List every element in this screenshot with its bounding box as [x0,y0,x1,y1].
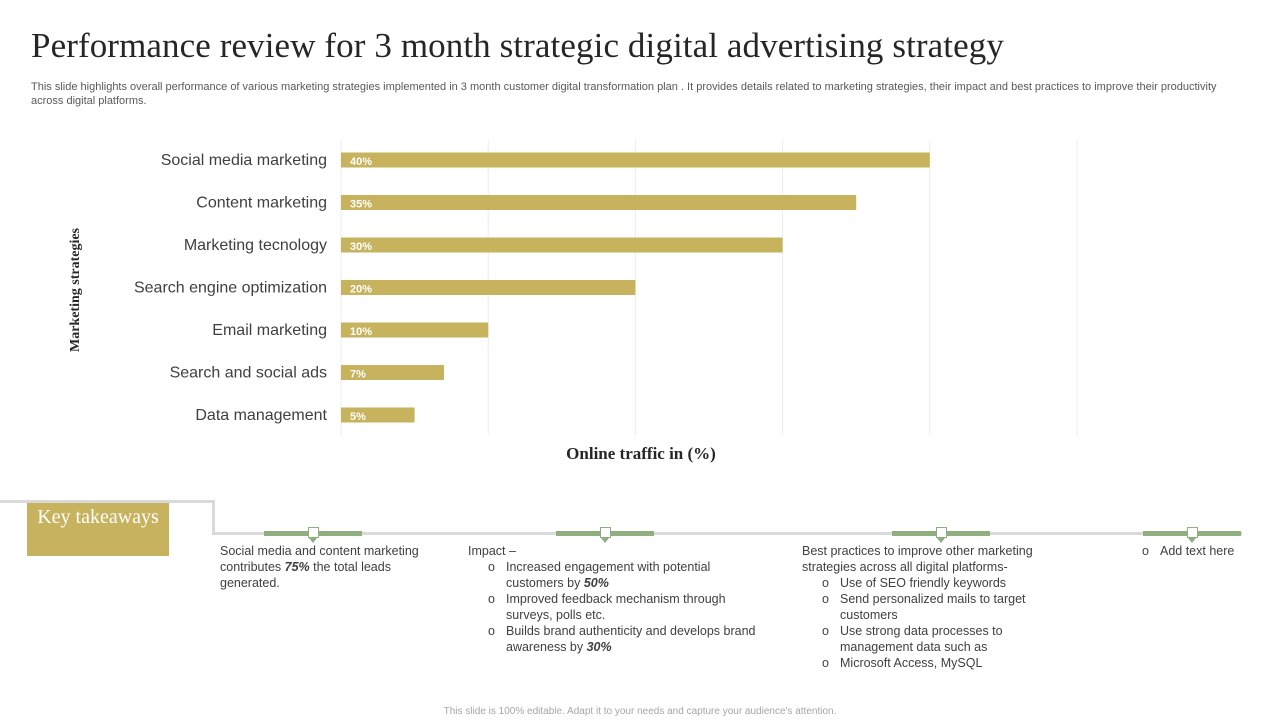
category-label: Marketing tecnology [184,237,327,254]
bullet-icon: o [822,592,829,606]
timeline-line [212,532,1242,535]
data-label: 40% [350,156,372,168]
key-takeaways-box: Key takeaways [27,503,169,556]
list-item: o Increased engagement with potential cus… [488,560,711,590]
bar [341,365,445,380]
bullet-icon: o [488,624,495,638]
timeline-marker-3 [892,527,990,543]
bar-chart: Social media marketing 40% Content marketi… [134,140,1078,435]
best-practices-list: o Use of SEO friendly keywords o Send pers… [802,575,1067,671]
bar [341,195,857,210]
category-label: Data management [195,407,327,424]
list-item: o Improved feedback mechanism through sur… [488,592,726,622]
list-item: o Use of SEO friendly keywords [822,576,1007,590]
takeaway-column-2: Impact – o Increased engagement with pote… [468,543,758,655]
bar [341,322,489,338]
y-axis-label: Marketing strategies [68,227,83,353]
timeline-left-line [0,500,214,503]
list-item: o Use strong data processes to management… [822,624,1003,654]
takeaway-1-emphasis: 75% [284,560,310,574]
bullet-icon: o [488,592,495,606]
list-item: o Send personalized mails to target custo… [822,592,1026,622]
data-label: 5% [350,411,366,423]
data-label: 35% [350,199,372,211]
bar [341,152,930,168]
timeline-marker-4 [1143,527,1241,543]
takeaway-column-1: Social media and content marketing contr… [220,543,420,591]
placeholder-list: o Add text here [1122,543,1262,559]
bar [341,407,415,423]
data-label: 10% [350,326,372,338]
slide-title: Performance review for 3 month strategic… [31,26,1004,65]
list-item: o Add text here [1142,544,1235,558]
bullet-icon: o [822,624,829,638]
bullet-icon: o [488,560,495,574]
list-item: o Builds brand authenticity and develops … [488,624,756,654]
category-label: Search engine optimization [134,280,327,297]
takeaway-column-4: o Add text here [1122,543,1262,559]
bar [341,237,783,253]
bar [341,280,636,295]
timeline-marker-1 [264,527,362,543]
takeaway-1-text-b: the total leads generated. [220,560,391,590]
slide-subtitle: This slide highlights overall performanc… [31,81,1217,107]
category-label: Search and social ads [170,365,327,382]
data-label: 20% [350,284,372,296]
takeaway-1-text-a: Social media and content marketing contr… [220,544,419,574]
best-practices-heading: Best practices to improve other marketin… [802,544,1033,574]
bullet-icon: o [1142,544,1149,558]
x-axis-label: Online traffic in (%) [566,444,716,463]
category-label: Social media marketing [161,152,327,169]
data-label: 7% [350,369,366,381]
slide-footer: This slide is 100% editable. Adapt it to… [443,706,837,717]
impact-heading: Impact – [468,544,516,558]
takeaway-column-3: Best practices to improve other marketin… [802,543,1067,671]
impact-list: o Increased engagement with potential cus… [468,559,758,655]
timeline-left-connector [212,500,215,534]
list-item: o Microsoft Access, MySQL [822,656,983,670]
data-label: 30% [350,241,372,253]
category-label: Email marketing [212,322,327,339]
bullet-icon: o [822,576,829,590]
bullet-icon: o [822,656,829,670]
category-label: Content marketing [196,195,327,212]
timeline-marker-2 [556,527,654,543]
